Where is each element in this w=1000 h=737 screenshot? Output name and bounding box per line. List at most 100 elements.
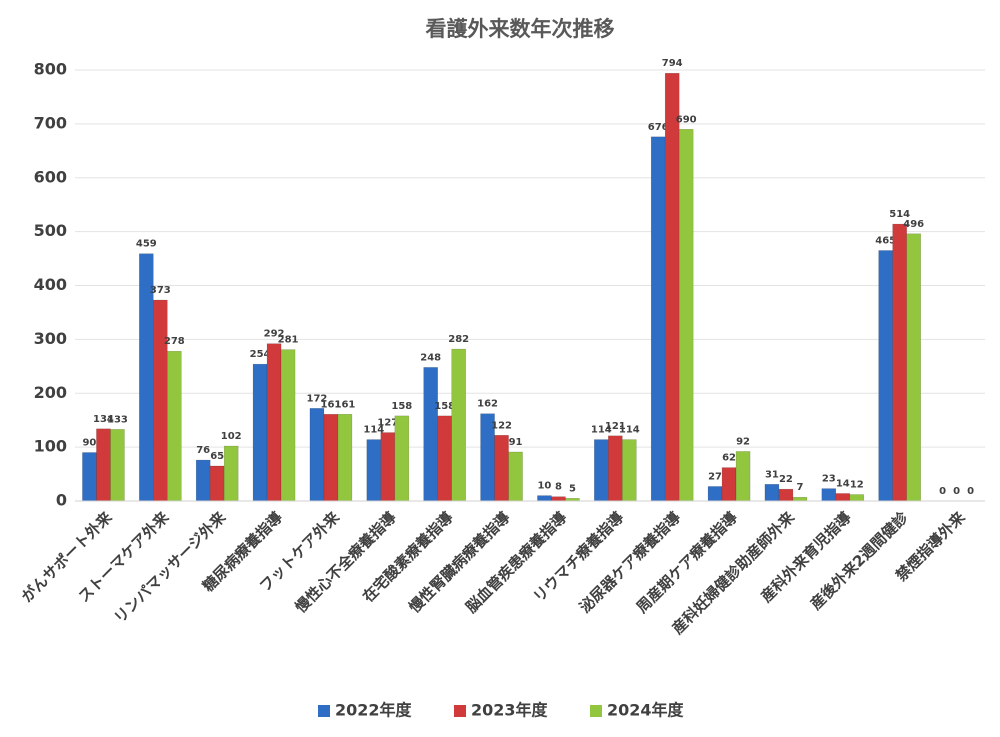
bar — [650, 136, 666, 502]
bar — [82, 452, 97, 502]
value-label: 114 — [363, 425, 384, 436]
bar — [110, 429, 125, 502]
value-label: 281 — [278, 335, 299, 346]
legend-swatch — [590, 705, 602, 717]
value-label: 27 — [708, 471, 722, 482]
bar — [96, 428, 111, 502]
value-label: 459 — [136, 239, 157, 250]
value-label: 134 — [93, 414, 114, 425]
value-label: 91 — [509, 437, 523, 448]
value-label: 292 — [264, 329, 285, 340]
value-label: 114 — [591, 425, 612, 436]
bar — [622, 439, 637, 502]
bar — [678, 129, 694, 502]
bar — [280, 349, 296, 502]
bar — [821, 488, 837, 502]
value-label: 31 — [765, 469, 779, 480]
bar — [494, 435, 509, 502]
bar — [764, 484, 780, 502]
bar — [735, 451, 751, 502]
value-label: 282 — [448, 334, 469, 345]
value-label: 690 — [676, 114, 697, 125]
value-label: 65 — [210, 451, 224, 462]
bar — [508, 451, 523, 502]
value-label: 172 — [307, 393, 328, 404]
bar — [792, 496, 808, 502]
value-label: 121 — [605, 421, 626, 432]
value-label: 23 — [822, 474, 836, 485]
y-tick-label: 100 — [34, 437, 67, 456]
bar — [195, 459, 211, 502]
value-label: 0 — [953, 486, 960, 497]
value-label: 676 — [648, 122, 669, 133]
bar — [252, 363, 268, 502]
bar — [664, 72, 680, 502]
y-tick-label: 200 — [34, 383, 67, 402]
bar — [437, 415, 452, 502]
bar — [380, 432, 396, 502]
bar — [323, 414, 339, 502]
value-label: 496 — [903, 219, 924, 230]
y-tick-label: 600 — [34, 167, 67, 186]
value-label: 162 — [477, 399, 498, 410]
value-label: 114 — [619, 425, 640, 436]
value-label: 794 — [662, 58, 683, 69]
value-label: 161 — [321, 399, 342, 410]
bar — [394, 415, 410, 502]
bar — [451, 348, 466, 502]
bar — [366, 439, 382, 502]
bar — [835, 493, 851, 502]
bar — [167, 350, 182, 502]
y-tick-label: 0 — [56, 491, 67, 510]
value-label: 0 — [967, 486, 974, 497]
bar — [153, 299, 168, 502]
value-label: 90 — [82, 438, 96, 449]
y-tick-label: 800 — [34, 60, 67, 79]
bar — [266, 343, 282, 502]
value-label: 22 — [779, 474, 793, 485]
value-label: 92 — [736, 436, 750, 447]
legend-label: 2023年度 — [471, 701, 549, 720]
bar — [537, 495, 552, 502]
value-label: 12 — [850, 480, 864, 491]
value-label: 10 — [537, 481, 551, 492]
y-tick-label: 500 — [34, 221, 67, 240]
value-label: 76 — [196, 445, 210, 456]
y-tick-label: 300 — [34, 329, 67, 348]
bar — [906, 233, 921, 502]
bar — [878, 250, 893, 502]
value-label: 7 — [796, 482, 803, 493]
legend-swatch — [318, 705, 330, 717]
y-tick-label: 400 — [34, 275, 67, 294]
value-label: 122 — [491, 420, 512, 431]
value-label: 278 — [164, 336, 185, 347]
bar — [209, 465, 225, 502]
bar — [337, 414, 353, 502]
bar — [707, 486, 723, 502]
value-label: 0 — [939, 486, 946, 497]
value-label: 127 — [377, 418, 398, 429]
legend-swatch — [454, 705, 466, 717]
value-label: 8 — [555, 482, 562, 493]
bar — [551, 496, 566, 502]
bar — [223, 445, 239, 502]
bar — [423, 367, 438, 502]
value-label: 62 — [722, 453, 736, 464]
bar — [892, 223, 907, 502]
value-label: 158 — [391, 401, 412, 412]
value-label: 161 — [335, 399, 356, 410]
value-label: 133 — [107, 414, 128, 425]
bar — [849, 494, 865, 502]
value-label: 14 — [836, 478, 850, 489]
bar — [309, 408, 325, 502]
legend-label: 2024年度 — [607, 701, 685, 720]
value-label: 373 — [150, 285, 171, 296]
y-tick-label: 700 — [34, 113, 67, 132]
value-label: 248 — [420, 352, 441, 363]
bar — [594, 439, 609, 502]
bar — [721, 467, 737, 502]
value-label: 465 — [875, 235, 896, 246]
value-label: 254 — [250, 349, 271, 360]
bar — [608, 435, 623, 502]
